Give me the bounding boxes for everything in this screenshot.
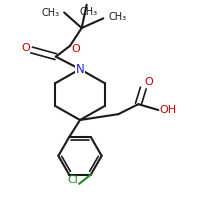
Text: O: O: [72, 44, 80, 54]
Text: OH: OH: [159, 105, 176, 115]
Text: O: O: [144, 77, 153, 87]
Text: CH₃: CH₃: [41, 7, 59, 18]
Text: Cl: Cl: [67, 175, 78, 185]
Text: N: N: [76, 63, 84, 76]
Text: CH₃: CH₃: [79, 7, 97, 17]
Text: CH₃: CH₃: [108, 12, 126, 22]
Text: O: O: [21, 43, 30, 53]
